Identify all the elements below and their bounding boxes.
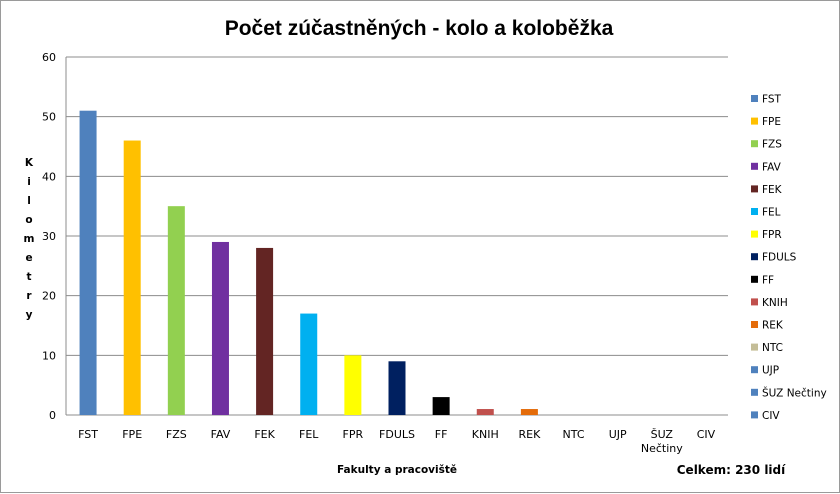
legend-entry: ŠUZ Nečtiny (762, 386, 827, 399)
legend-swatch (751, 117, 758, 125)
y-tick-label: 50 (42, 111, 56, 124)
x-axis-ticks: FST FPE FZS FAV FEK FEL FPR FDULS FF KNIH REK NTC UJ… (78, 428, 715, 455)
x-tick-label: REK (518, 428, 541, 441)
legend-entry: FST (762, 94, 782, 106)
x-tick-label: FAV (211, 428, 231, 441)
legend-swatch (751, 298, 758, 306)
y-axis-title-letter: o (25, 214, 32, 226)
x-tick-label: CIV (697, 428, 716, 441)
legend-entry: NTC (762, 342, 783, 354)
x-axis-title: Fakulty a pracoviště (337, 464, 457, 476)
y-tick-label: 0 (49, 409, 56, 422)
legend-swatch (751, 162, 758, 170)
legend: FST FPE FZS FAV FEK FEL FPR FDULS FF KNIH REK NTC UJ… (751, 94, 827, 422)
legend-swatch (751, 185, 758, 193)
bar (256, 247, 274, 415)
x-tick-label: FPE (122, 428, 142, 441)
legend-swatch (751, 411, 758, 419)
bars (79, 110, 538, 416)
x-tick-label: FZS (166, 428, 187, 441)
y-axis-title-letter: i (27, 176, 31, 188)
legend-entry: KNIH (762, 297, 788, 309)
x-tick-label: FEK (254, 428, 275, 441)
x-tick-label: FPR (343, 428, 364, 441)
legend-entry: UJP (762, 365, 779, 377)
legend-swatch (751, 343, 758, 351)
legend-entry: FZS (762, 139, 782, 151)
y-tick-label: 20 (42, 290, 56, 303)
legend-entry: REK (762, 320, 784, 332)
legend-swatch (751, 321, 758, 328)
legend-swatch (751, 230, 758, 238)
x-tick-label: ŠUZ (651, 428, 674, 441)
y-axis-title-letter: r (26, 290, 32, 302)
y-axis-title-letter: y (26, 309, 33, 321)
y-tick-label: 30 (42, 230, 56, 243)
legend-swatch (751, 366, 758, 374)
legend-swatch (751, 275, 758, 283)
bar (300, 313, 318, 415)
legend-entry: FPE (762, 116, 781, 128)
bar (344, 355, 362, 415)
legend-entry: FF (762, 274, 774, 286)
legend-swatch (751, 208, 758, 215)
legend-swatch (751, 140, 758, 148)
y-axis-title-letter: m (24, 233, 35, 245)
chart-title: Počet zúčastněných - kolo a koloběžka (225, 17, 614, 40)
legend-swatch (751, 95, 758, 102)
y-axis-title-letter: K (25, 157, 34, 169)
x-tick-label: FDULS (379, 428, 415, 441)
legend-swatch (751, 253, 758, 261)
x-tick-label: UJP (609, 428, 627, 441)
x-tick-label: FEL (299, 428, 319, 441)
bar (123, 140, 141, 416)
y-tick-label: 40 (42, 170, 56, 183)
y-axis-title-letter: t (26, 271, 31, 283)
total-participants-note: Celkem: 230 lidí (677, 463, 786, 477)
legend-entry: FDULS (762, 252, 797, 264)
bar (476, 409, 494, 415)
x-tick-label: FF (435, 428, 448, 441)
x-tick-label: KNIH (472, 428, 499, 441)
legend-entry: FEK (762, 184, 783, 196)
legend-entry: CIV (762, 410, 780, 422)
y-axis-title-letter: e (25, 252, 32, 264)
x-tick-label: Nečtiny (641, 442, 683, 455)
legend-swatch (751, 388, 758, 396)
y-tick-label: 10 (42, 349, 56, 362)
bar (388, 361, 406, 415)
bar (211, 241, 229, 415)
bar (520, 409, 538, 415)
legend-entry: FAV (762, 161, 782, 173)
bar (79, 110, 97, 415)
legend-entry: FPR (762, 229, 782, 241)
y-axis-ticks: 0 10 20 30 40 50 60 (42, 51, 56, 422)
legend-entry: FEL (762, 207, 781, 219)
bar (432, 397, 450, 415)
x-tick-label: NTC (563, 428, 585, 441)
y-axis-title-letter: l (27, 195, 31, 207)
bar (167, 206, 185, 415)
x-tick-label: FST (78, 428, 98, 441)
y-tick-label: 60 (42, 51, 56, 64)
